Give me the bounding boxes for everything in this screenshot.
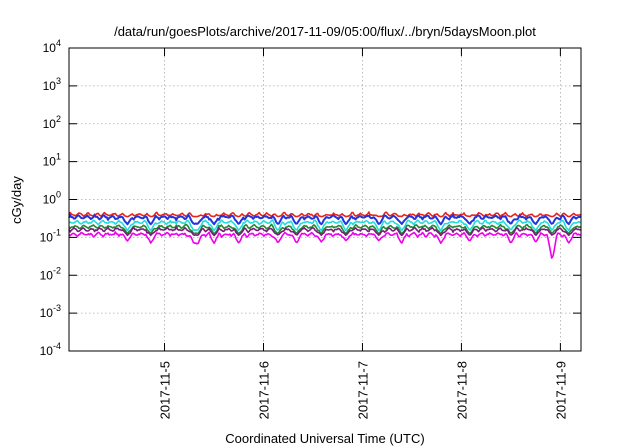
y-tick-label: 104 [43, 38, 61, 55]
y-tick-label: 100 [43, 190, 61, 207]
series-line [68, 226, 582, 237]
y-tick-base: 10 [43, 117, 57, 131]
y-tick-base: 10 [43, 79, 57, 93]
x-axis-label: Coordinated Universal Time (UTC) [225, 431, 424, 446]
y-tick-label: 10-1 [40, 227, 61, 244]
y-tick-exponent: 1 [56, 152, 61, 162]
grid [69, 48, 581, 351]
x-tick-label: 2017-11-8 [454, 361, 469, 419]
x-tick-label: 2017-11-6 [256, 361, 271, 419]
x-tick-label: 2017-11-9 [553, 361, 568, 419]
series-line [68, 214, 581, 226]
y-tick-base: 10 [40, 344, 54, 358]
y-tick-exponent: -3 [53, 303, 61, 313]
y-tick-label: 102 [43, 114, 61, 131]
y-tick-base: 10 [40, 230, 54, 244]
y-tick-exponent: -1 [53, 227, 61, 237]
y-tick-exponent: -2 [53, 265, 61, 275]
series-line [68, 223, 582, 235]
y-tick-label: 10-2 [40, 265, 61, 282]
plot-series [68, 211, 582, 259]
y-tick-exponent: 3 [56, 76, 61, 86]
y-tick-base: 10 [40, 306, 54, 320]
y-tick-label: 101 [43, 152, 61, 169]
y-tick-base: 10 [43, 193, 57, 207]
series-line [68, 211, 582, 218]
y-tick-exponent: 0 [56, 190, 61, 200]
y-tick-exponent: -4 [53, 341, 61, 351]
x-tick-label: 2017-11-5 [158, 361, 173, 419]
x-ticks: 2017-11-5 2017-11-6 2017-11-7 2017-11-8 2017… [158, 48, 568, 419]
y-tick-exponent: 4 [56, 38, 61, 48]
y-tick-base: 10 [43, 41, 57, 55]
y-axis-label: cGy/day [9, 176, 24, 224]
y-tick-label: 103 [43, 76, 61, 93]
y-tick-exponent: 2 [56, 114, 61, 124]
series-line [68, 231, 582, 259]
chart-title: /data/run/goesPlots/archive/2017-11-09/0… [114, 24, 536, 39]
series-line [68, 219, 582, 232]
y-tick-label: 10-4 [40, 341, 61, 358]
y-tick-base: 10 [40, 268, 54, 282]
y-tick-base: 10 [43, 155, 57, 169]
x-tick-label: 2017-11-7 [355, 361, 370, 419]
y-tick-label: 10-3 [40, 303, 61, 320]
